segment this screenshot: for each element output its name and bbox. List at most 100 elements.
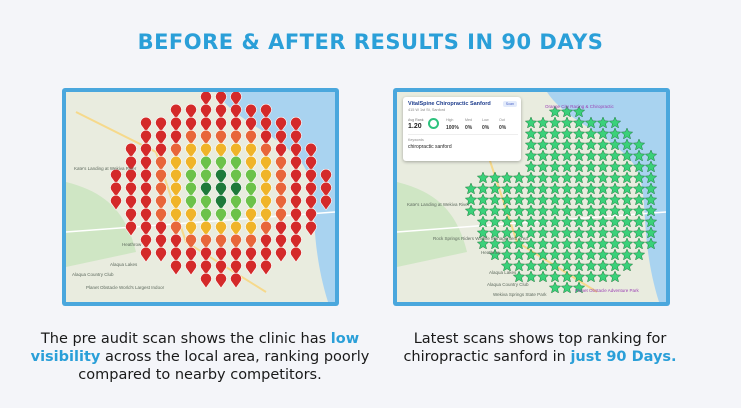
rank-pin[interactable] xyxy=(500,248,514,261)
rank-pin[interactable] xyxy=(548,226,562,239)
rank-pin[interactable] xyxy=(140,155,152,172)
rank-pin[interactable] xyxy=(305,181,317,198)
rank-pin[interactable] xyxy=(608,116,622,129)
rank-pin[interactable] xyxy=(644,226,658,239)
rank-pin[interactable] xyxy=(290,168,302,185)
rank-pin[interactable] xyxy=(608,226,622,239)
rank-pin[interactable] xyxy=(275,220,287,237)
rank-pin[interactable] xyxy=(608,127,622,140)
rank-pin[interactable] xyxy=(275,129,287,146)
rank-pin[interactable] xyxy=(200,194,212,211)
rank-pin[interactable] xyxy=(230,103,242,120)
rank-pin[interactable] xyxy=(584,237,598,250)
rank-pin[interactable] xyxy=(155,233,167,250)
rank-pin[interactable] xyxy=(584,215,598,228)
rank-pin[interactable] xyxy=(230,142,242,159)
rank-pin[interactable] xyxy=(245,220,257,237)
rank-pin[interactable] xyxy=(500,171,514,184)
rank-pin[interactable] xyxy=(215,155,227,172)
rank-pin[interactable] xyxy=(170,194,182,211)
rank-pin[interactable] xyxy=(548,204,562,217)
rank-pin[interactable] xyxy=(584,160,598,173)
rank-pin[interactable] xyxy=(620,182,634,195)
rank-pin[interactable] xyxy=(320,181,332,198)
rank-pin[interactable] xyxy=(500,215,514,228)
rank-pin[interactable] xyxy=(185,168,197,185)
rank-pin[interactable] xyxy=(200,220,212,237)
rank-pin[interactable] xyxy=(200,181,212,198)
rank-pin[interactable] xyxy=(560,116,574,129)
rank-pin[interactable] xyxy=(476,226,490,239)
after-map[interactable]: Orange City Racing & Chiropractic Heathr… xyxy=(397,92,666,302)
rank-pin[interactable] xyxy=(572,248,586,261)
rank-pin[interactable] xyxy=(305,220,317,237)
rank-pin[interactable] xyxy=(170,103,182,120)
rank-pin[interactable] xyxy=(584,182,598,195)
rank-pin[interactable] xyxy=(230,181,242,198)
rank-pin[interactable] xyxy=(245,233,257,250)
rank-pin[interactable] xyxy=(230,92,242,107)
rank-pin[interactable] xyxy=(524,204,538,217)
rank-pin[interactable] xyxy=(572,182,586,195)
rank-pin[interactable] xyxy=(215,259,227,276)
rank-pin[interactable] xyxy=(620,259,634,272)
rank-pin[interactable] xyxy=(215,194,227,211)
rank-pin[interactable] xyxy=(620,226,634,239)
rank-pin[interactable] xyxy=(125,220,137,237)
rank-pin[interactable] xyxy=(140,168,152,185)
rank-pin[interactable] xyxy=(644,149,658,162)
rank-pin[interactable] xyxy=(524,270,538,283)
rank-pin[interactable] xyxy=(524,160,538,173)
rank-pin[interactable] xyxy=(560,160,574,173)
rank-pin[interactable] xyxy=(572,281,586,294)
rank-pin[interactable] xyxy=(584,171,598,184)
rank-pin[interactable] xyxy=(560,226,574,239)
rank-pin[interactable] xyxy=(155,207,167,224)
rank-pin[interactable] xyxy=(275,233,287,250)
rank-pin[interactable] xyxy=(620,171,634,184)
rank-pin[interactable] xyxy=(290,181,302,198)
rank-pin[interactable] xyxy=(572,138,586,151)
rank-pin[interactable] xyxy=(608,270,622,283)
rank-pin[interactable] xyxy=(512,182,526,195)
rank-pin[interactable] xyxy=(548,270,562,283)
rank-pin[interactable] xyxy=(536,127,550,140)
rank-pin[interactable] xyxy=(245,194,257,211)
rank-pin[interactable] xyxy=(560,204,574,217)
rank-pin[interactable] xyxy=(572,127,586,140)
rank-pin[interactable] xyxy=(260,259,272,276)
rank-pin[interactable] xyxy=(560,182,574,195)
rank-pin[interactable] xyxy=(320,194,332,211)
rank-pin[interactable] xyxy=(488,193,502,206)
rank-pin[interactable] xyxy=(476,171,490,184)
rank-pin[interactable] xyxy=(170,233,182,250)
rank-pin[interactable] xyxy=(632,237,646,250)
rank-pin[interactable] xyxy=(524,116,538,129)
rank-pin[interactable] xyxy=(245,181,257,198)
rank-pin[interactable] xyxy=(524,138,538,151)
rank-pin[interactable] xyxy=(584,149,598,162)
rank-pin[interactable] xyxy=(500,226,514,239)
rank-pin[interactable] xyxy=(536,237,550,250)
rank-pin[interactable] xyxy=(596,215,610,228)
rank-pin[interactable] xyxy=(125,194,137,211)
rank-pin[interactable] xyxy=(476,237,490,250)
rank-pin[interactable] xyxy=(155,129,167,146)
rank-pin[interactable] xyxy=(572,193,586,206)
rank-pin[interactable] xyxy=(632,160,646,173)
rank-pin[interactable] xyxy=(620,248,634,261)
rank-pin[interactable] xyxy=(488,248,502,261)
rank-pin[interactable] xyxy=(632,149,646,162)
rank-pin[interactable] xyxy=(500,204,514,217)
rank-pin[interactable] xyxy=(155,246,167,263)
rank-pin[interactable] xyxy=(584,204,598,217)
rank-pin[interactable] xyxy=(260,194,272,211)
rank-pin[interactable] xyxy=(464,193,478,206)
rank-pin[interactable] xyxy=(275,168,287,185)
rank-pin[interactable] xyxy=(185,181,197,198)
rank-pin[interactable] xyxy=(644,171,658,184)
rank-pin[interactable] xyxy=(560,215,574,228)
rank-pin[interactable] xyxy=(260,220,272,237)
rank-pin[interactable] xyxy=(170,181,182,198)
rank-pin[interactable] xyxy=(230,259,242,276)
